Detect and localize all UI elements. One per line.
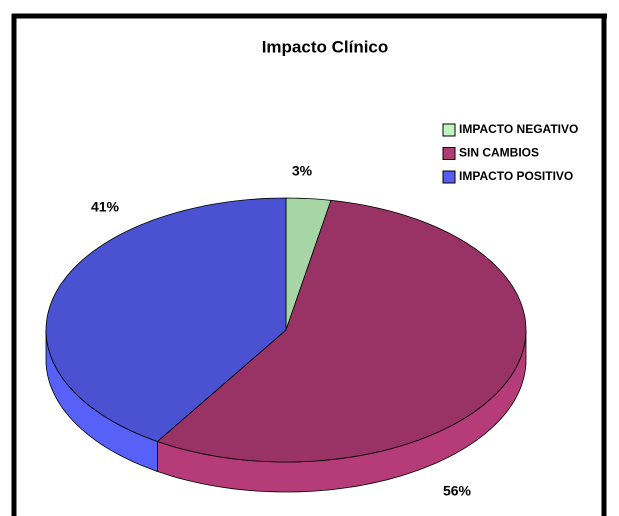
value-label: 3% <box>292 163 313 179</box>
slice <box>45 197 287 442</box>
value-label: 56% <box>443 483 472 499</box>
chart-title: Impacto Clínico <box>262 37 389 56</box>
legend-label: IMPACTO POSITIVO <box>459 169 573 183</box>
legend-swatch <box>442 123 456 137</box>
value-label: 41% <box>91 199 120 215</box>
legend-swatch <box>442 147 456 160</box>
legend-swatch <box>442 170 456 184</box>
legend-label: IMPACTO NEGATIVO <box>459 122 578 136</box>
slice <box>156 199 527 463</box>
legend-label: SIN CAMBIOS <box>459 146 539 160</box>
